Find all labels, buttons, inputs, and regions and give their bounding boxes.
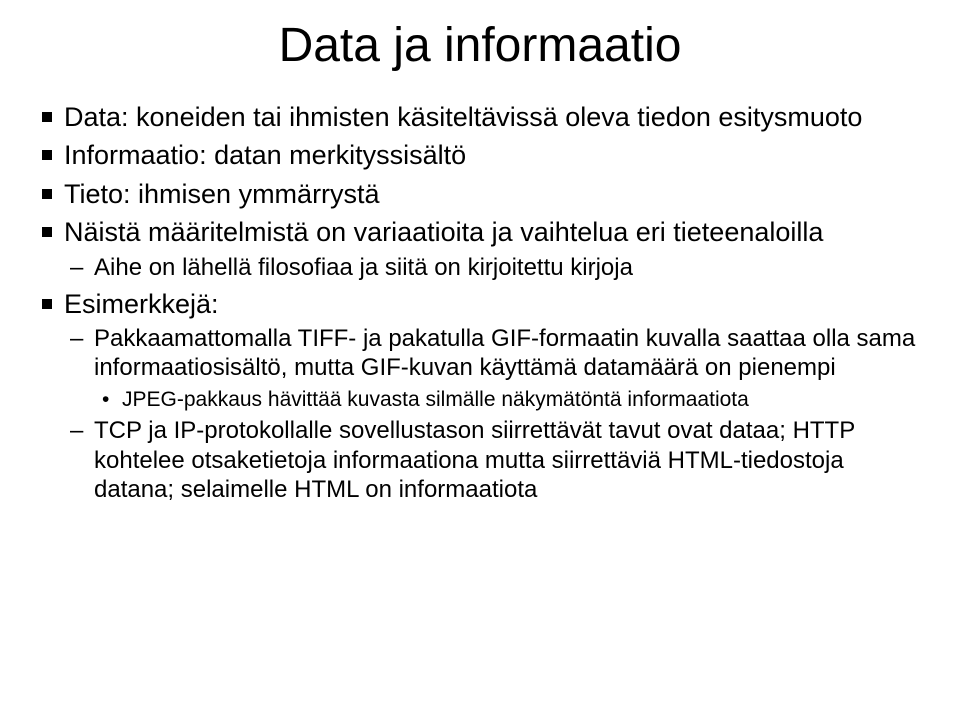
bullet-list-level1: Data: koneiden tai ihmisten käsiteltävis… — [36, 101, 924, 504]
bullet-text: TCP ja IP-protokollalle sovellustason si… — [94, 417, 855, 503]
bullet-text: Aihe on lähellä filosofiaa ja siitä on k… — [94, 254, 633, 281]
bullet-item: Näistä määritelmistä on variaatioita ja … — [36, 216, 924, 282]
bullet-text: JPEG-pakkaus hävittää kuvasta silmälle n… — [122, 388, 749, 411]
bullet-item: Pakkaamattomalla TIFF- ja pakatulla GIF-… — [64, 324, 924, 412]
bullet-list-level2: Pakkaamattomalla TIFF- ja pakatulla GIF-… — [64, 324, 924, 504]
bullet-text: Data: koneiden tai ihmisten käsiteltävis… — [64, 102, 862, 132]
slide: Data ja informaatio Data: koneiden tai i… — [0, 0, 960, 708]
bullet-text: Pakkaamattomalla TIFF- ja pakatulla GIF-… — [94, 325, 915, 381]
bullet-item: Esimerkkejä: Pakkaamattomalla TIFF- ja p… — [36, 288, 924, 504]
bullet-list-level2: Aihe on lähellä filosofiaa ja siitä on k… — [64, 253, 924, 282]
bullet-item: Aihe on lähellä filosofiaa ja siitä on k… — [64, 253, 924, 282]
slide-title: Data ja informaatio — [36, 18, 924, 73]
bullet-item: JPEG-pakkaus hävittää kuvasta silmälle n… — [94, 387, 924, 413]
bullet-item: TCP ja IP-protokollalle sovellustason si… — [64, 416, 924, 504]
bullet-text: Näistä määritelmistä on variaatioita ja … — [64, 217, 823, 247]
bullet-item: Data: koneiden tai ihmisten käsiteltävis… — [36, 101, 924, 133]
bullet-text: Tieto: ihmisen ymmärrystä — [64, 179, 380, 209]
bullet-item: Informaatio: datan merkityssisältö — [36, 139, 924, 171]
bullet-text: Informaatio: datan merkityssisältö — [64, 140, 466, 170]
bullet-list-level3: JPEG-pakkaus hävittää kuvasta silmälle n… — [94, 387, 924, 413]
bullet-item: Tieto: ihmisen ymmärrystä — [36, 178, 924, 210]
bullet-text: Esimerkkejä: — [64, 289, 219, 319]
